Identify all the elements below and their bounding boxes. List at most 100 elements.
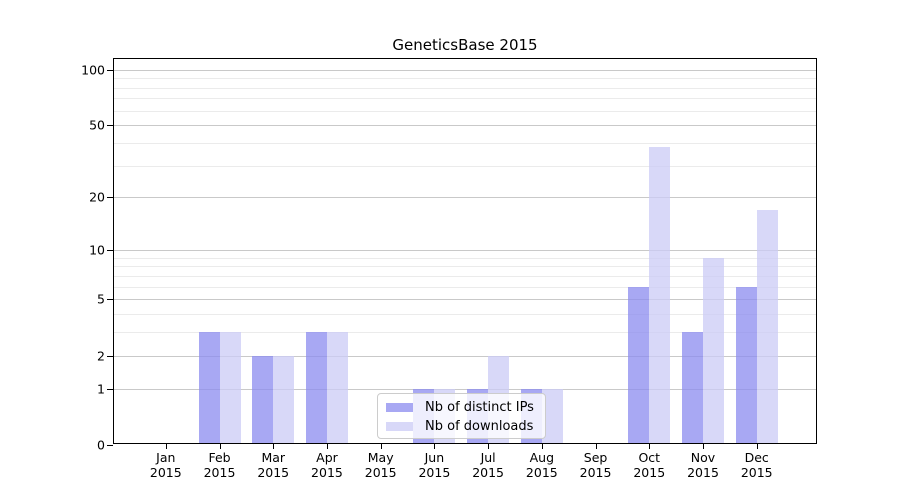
x-axis-tick-feb bbox=[219, 444, 221, 449]
x-axis-tick-nov bbox=[703, 444, 704, 449]
x-axis-label-year: 2015 bbox=[579, 465, 612, 480]
y-axis-label-1: 1 bbox=[97, 381, 105, 397]
bar-downloads-oct bbox=[649, 147, 671, 443]
x-axis-label-month: Oct bbox=[638, 450, 661, 465]
x-axis-label-dec: Dec 2015 bbox=[729, 450, 785, 480]
gridline-2 bbox=[114, 355, 816, 357]
bar-ips-nov bbox=[682, 332, 703, 443]
gridline-9 bbox=[114, 257, 816, 259]
x-axis-label-month: Aug bbox=[529, 450, 555, 465]
gridline-7 bbox=[114, 275, 816, 277]
legend-swatch-downloads bbox=[386, 422, 413, 431]
x-axis-tick-mar bbox=[273, 444, 275, 449]
bar-ips-mar bbox=[252, 355, 274, 443]
x-axis-label-aug: Aug 2015 bbox=[514, 450, 570, 480]
x-axis-label-year: 2015 bbox=[418, 465, 451, 480]
x-axis-label-nov: Nov 2015 bbox=[675, 450, 731, 480]
y-axis-tick-10 bbox=[107, 250, 113, 252]
legend-label-distinct-ips: Nb of distinct IPs bbox=[425, 400, 534, 415]
y-axis-tick-5 bbox=[107, 299, 113, 301]
x-axis-label-year: 2015 bbox=[257, 465, 290, 480]
gridline-6 bbox=[114, 286, 816, 288]
x-axis-label-year: 2015 bbox=[364, 465, 397, 480]
bar-ips-apr bbox=[305, 332, 327, 443]
y-axis-tick-100 bbox=[107, 69, 113, 71]
y-axis-label-0: 0 bbox=[97, 437, 105, 453]
legend-label-downloads: Nb of downloads bbox=[425, 419, 534, 434]
plot-area bbox=[113, 58, 817, 444]
y-axis-tick-20 bbox=[107, 197, 113, 199]
bar-ips-oct bbox=[628, 286, 650, 443]
legend-swatch-distinct-ips bbox=[386, 403, 413, 412]
x-axis-label-month: Mar bbox=[261, 450, 286, 465]
x-axis-tick-sep bbox=[595, 444, 597, 449]
x-axis-label-month: Dec bbox=[744, 450, 769, 465]
x-axis-tick-apr bbox=[326, 444, 328, 449]
x-axis-label-month: May bbox=[367, 450, 394, 465]
x-axis-label-year: 2015 bbox=[633, 465, 666, 480]
x-axis-label-jun: Jun 2015 bbox=[406, 450, 462, 480]
y-axis-label-5: 5 bbox=[97, 291, 105, 307]
x-axis-tick-jun bbox=[434, 444, 436, 449]
x-axis-label-month: Sep bbox=[583, 450, 608, 465]
x-axis-label-month: Feb bbox=[208, 450, 231, 465]
x-axis-label-month: Nov bbox=[690, 450, 716, 465]
bar-downloads-dec bbox=[756, 210, 778, 443]
x-axis-label-month: Jun bbox=[424, 450, 445, 465]
legend-entry-distinct-ips: Nb of distinct IPs bbox=[386, 398, 545, 417]
gridline-1 bbox=[114, 388, 816, 390]
gridline-80 bbox=[114, 87, 816, 89]
x-axis-label-jul: Jul 2015 bbox=[460, 450, 516, 480]
x-axis-label-may: May 2015 bbox=[353, 450, 409, 480]
gridline-5 bbox=[114, 299, 816, 301]
y-axis-label-100: 100 bbox=[81, 62, 105, 78]
x-axis-label-year: 2015 bbox=[472, 465, 505, 480]
x-axis-label-year: 2015 bbox=[687, 465, 719, 480]
y-axis-tick-2 bbox=[107, 355, 113, 357]
y-axis-tick-0 bbox=[107, 445, 113, 446]
gridline-10 bbox=[114, 250, 816, 252]
x-axis-tick-jan bbox=[165, 444, 167, 449]
y-axis-label-50: 50 bbox=[89, 117, 105, 133]
x-axis-label-year: 2015 bbox=[203, 465, 236, 480]
bar-downloads-aug bbox=[541, 388, 563, 443]
bar-ips-dec bbox=[735, 286, 757, 443]
x-axis-label-month: Apr bbox=[316, 450, 338, 465]
y-axis-tick-50 bbox=[107, 125, 113, 127]
bar-ips-feb bbox=[198, 332, 220, 443]
bar-downloads-nov bbox=[703, 257, 724, 443]
legend-entry-downloads: Nb of downloads bbox=[386, 417, 545, 436]
x-axis-tick-oct bbox=[649, 444, 651, 449]
gridline-90 bbox=[114, 78, 816, 80]
gridline-8 bbox=[114, 266, 816, 268]
x-axis-label-month: Jan bbox=[156, 450, 176, 465]
gridline-100 bbox=[114, 69, 816, 71]
x-axis-tick-jul bbox=[488, 444, 490, 449]
y-axis-tick-1 bbox=[107, 388, 113, 390]
x-axis-label-sep: Sep 2015 bbox=[568, 450, 624, 480]
bar-downloads-mar bbox=[273, 355, 295, 443]
gridline-3 bbox=[114, 332, 816, 334]
x-axis-label-jan: Jan 2015 bbox=[138, 450, 194, 480]
bar-downloads-apr bbox=[326, 332, 348, 443]
bar-downloads-feb bbox=[219, 332, 241, 443]
x-axis-label-oct: Oct 2015 bbox=[621, 450, 677, 480]
x-axis-tick-dec bbox=[756, 444, 758, 449]
y-axis-label-20: 20 bbox=[89, 189, 105, 205]
x-axis-label-feb: Feb 2015 bbox=[192, 450, 248, 480]
x-axis-label-month: Jul bbox=[480, 450, 496, 465]
gridline-60 bbox=[114, 110, 816, 112]
x-axis-label-mar: Mar 2015 bbox=[245, 450, 301, 480]
y-axis-label-10: 10 bbox=[89, 242, 105, 258]
x-axis-label-year: 2015 bbox=[149, 465, 182, 480]
gridline-4 bbox=[114, 314, 816, 316]
gridline-30 bbox=[114, 165, 816, 167]
x-axis-tick-aug bbox=[541, 444, 543, 449]
y-axis-label-2: 2 bbox=[97, 348, 105, 364]
chart-title: GeneticsBase 2015 bbox=[392, 36, 538, 54]
x-axis-label-year: 2015 bbox=[311, 465, 343, 480]
gridline-70 bbox=[114, 98, 816, 100]
gridline-40 bbox=[114, 143, 816, 145]
gridline-50 bbox=[114, 125, 816, 127]
